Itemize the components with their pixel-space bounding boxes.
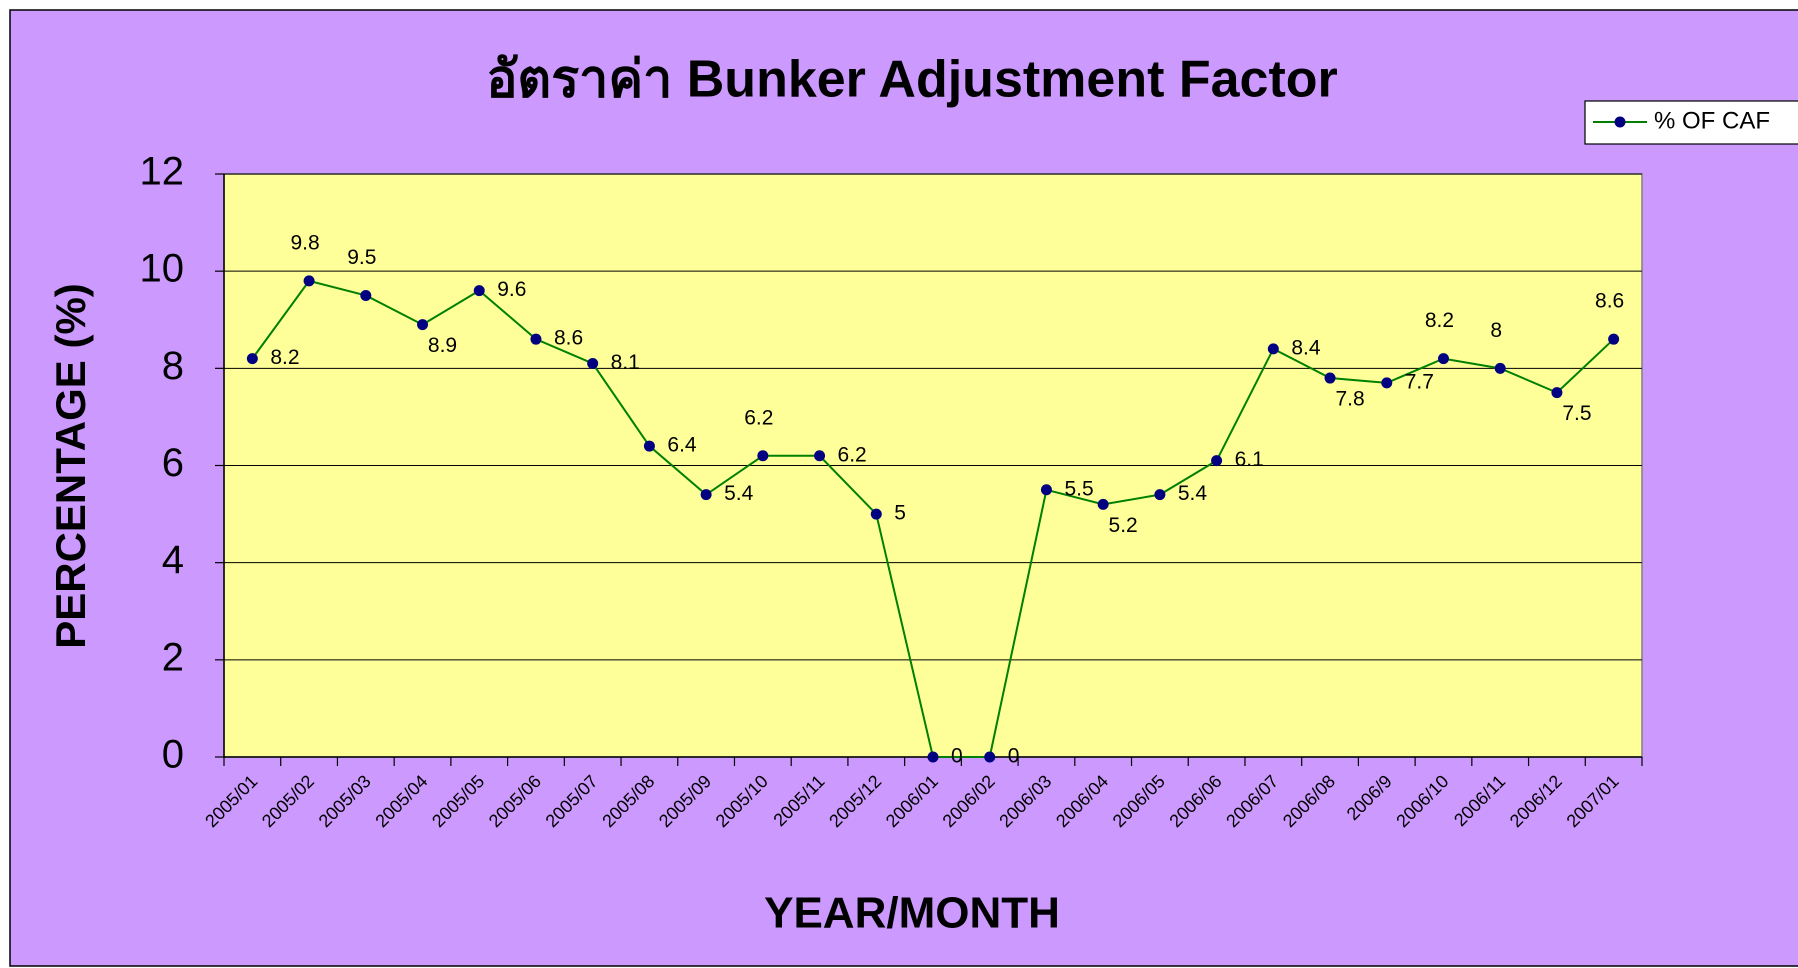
data-label: 5 [894,502,906,525]
data-point [417,319,429,331]
data-label: 5.4 [1178,482,1208,505]
data-point [643,440,655,452]
data-label: 5.5 [1064,477,1093,500]
data-label: 9.5 [347,246,376,269]
data-label: 8.1 [611,351,640,374]
data-label: 6.2 [744,406,773,429]
data-point [984,751,996,763]
legend: % OF CAF [1584,100,1798,145]
data-point [246,353,258,365]
data-point [360,289,372,301]
data-label: 8.9 [428,334,457,357]
data-label: 6.2 [838,443,867,466]
data-point [700,489,712,501]
data-point [473,285,485,297]
data-label: 6.1 [1235,448,1264,471]
data-point [530,333,542,345]
data-point [814,450,826,462]
data-point [587,357,599,369]
data-label: 8.2 [1425,309,1454,332]
data-point [303,275,315,287]
y-tick-label: 4 [162,538,184,582]
y-tick-label: 10 [140,247,185,291]
data-label: 6.4 [667,434,697,457]
data-label: 8.4 [1291,336,1321,359]
data-point [927,751,939,763]
data-label: 8.2 [270,346,299,369]
data-label: 5.4 [724,482,754,505]
data-label: 9.6 [497,278,526,301]
data-point [1608,333,1620,345]
data-point [1324,372,1336,384]
data-label: 7.8 [1335,388,1364,411]
legend-marker [1614,116,1626,128]
y-tick-label: 2 [162,635,184,679]
data-label: 8.6 [554,327,583,350]
data-label: 0 [1008,745,1020,768]
legend-label: % OF CAF [1654,107,1770,134]
data-point [1551,387,1563,399]
data-point [1381,377,1393,389]
data-point [1211,455,1223,467]
data-point [870,508,882,520]
y-tick-label: 12 [140,150,185,194]
data-label: 5.2 [1109,514,1138,537]
data-point [1437,353,1449,365]
data-label: 8.6 [1595,290,1624,313]
y-axis-title: PERCENTAGE (%) [47,283,94,649]
y-tick-label: 0 [162,733,184,777]
data-label: 7.7 [1405,370,1434,393]
data-point [1097,498,1109,510]
data-label: 7.5 [1562,402,1591,425]
data-label: 8 [1490,319,1502,342]
data-point [1267,343,1279,355]
chart-title: อัตราค่า Bunker Adjustment Factor [486,51,1338,109]
y-tick-label: 6 [162,441,184,485]
data-point [1040,484,1052,496]
x-axis-title: YEAR/MONTH [764,889,1060,938]
data-label: 0 [951,745,963,768]
data-point [757,450,769,462]
data-point [1494,362,1506,374]
data-label: 9.8 [290,231,319,254]
data-point [1154,489,1166,501]
y-tick-label: 8 [162,344,184,388]
